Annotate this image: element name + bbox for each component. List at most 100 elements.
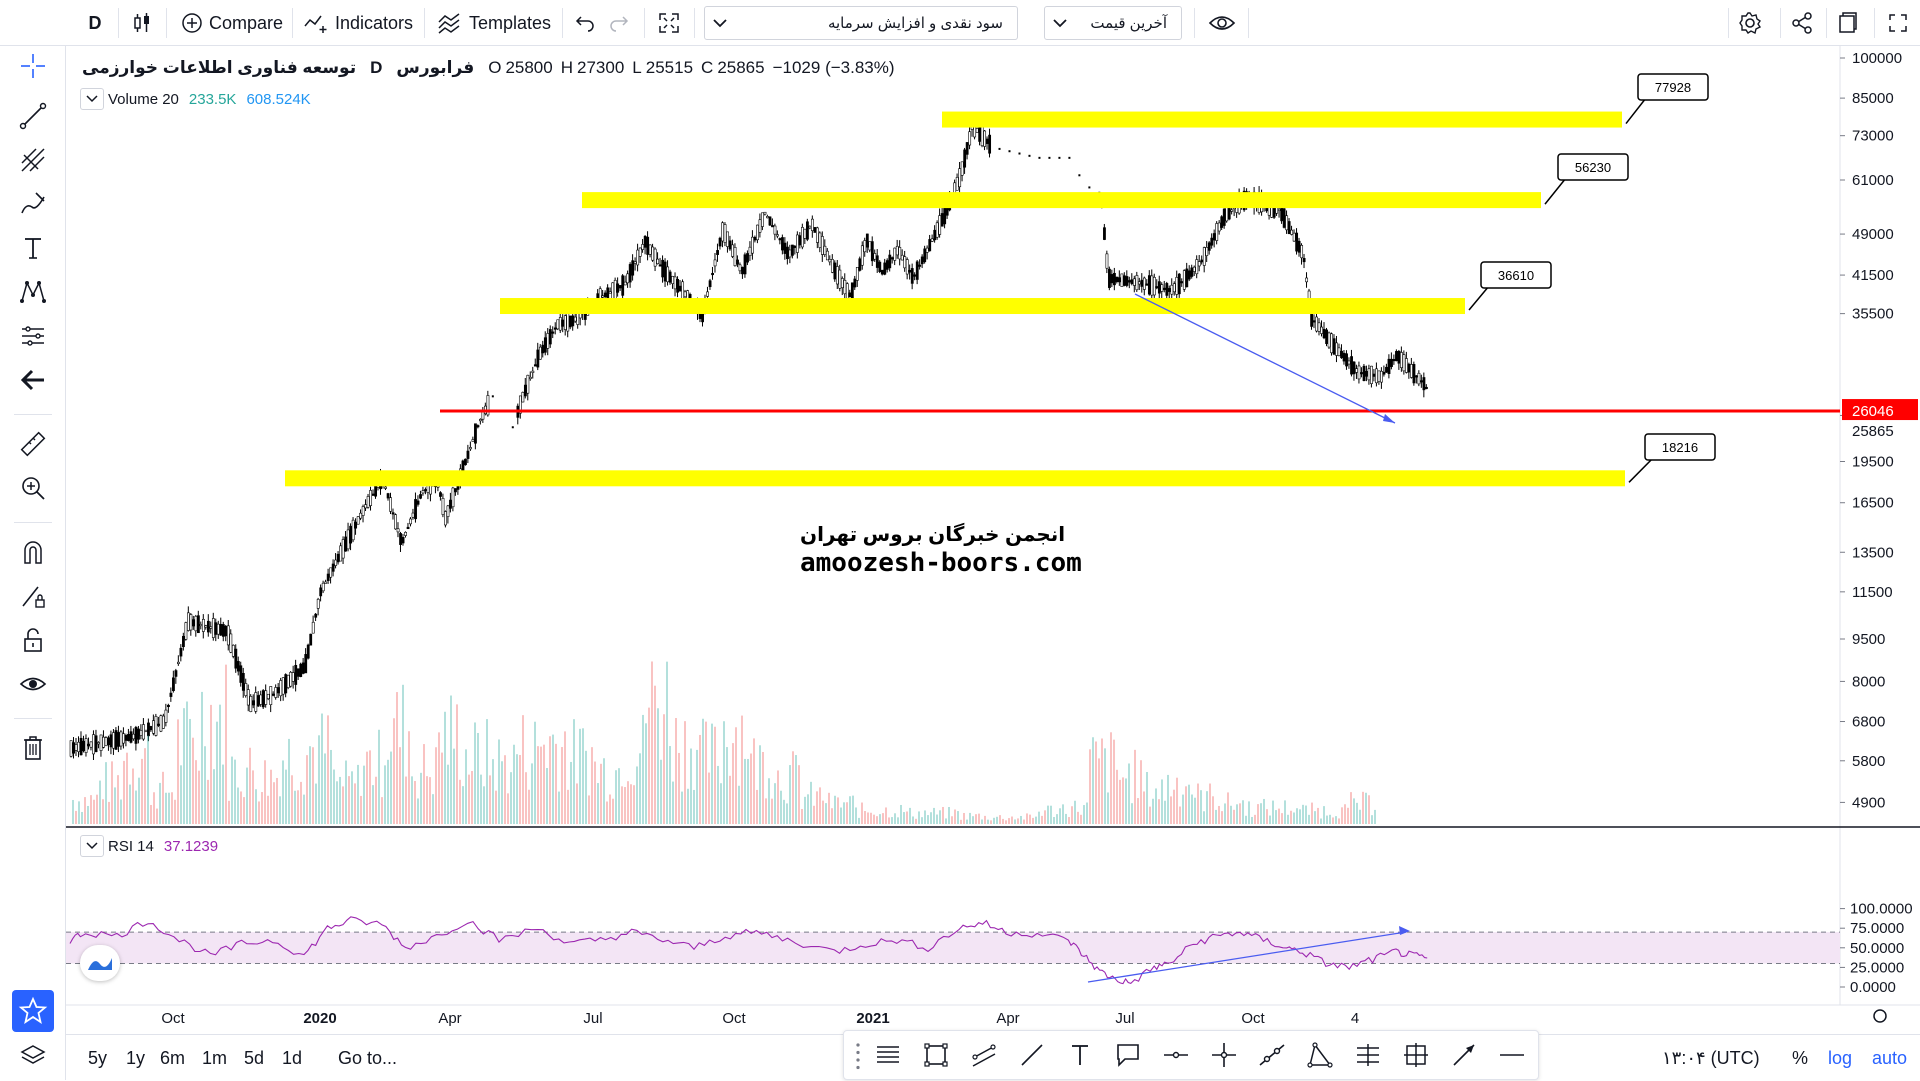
interval-button[interactable]: D [88,12,102,33]
eye-icon[interactable] [1202,0,1242,46]
redo-icon[interactable] [604,0,634,46]
parallel-channel-icon[interactable] [960,1033,1008,1077]
candle [746,253,749,263]
volume-bar [363,765,365,824]
range-1d-button[interactable]: 1d [282,1047,303,1068]
log-scale-toggle[interactable]: log [1828,1047,1853,1068]
range-1y-button[interactable]: 1y [126,1047,146,1068]
zoom-in-icon[interactable] [13,468,53,508]
candle [1410,364,1413,378]
favorites-star-icon[interactable] [12,990,54,1032]
collapse-chevron-icon[interactable] [80,835,104,857]
prediction-measure-icon[interactable] [13,316,53,356]
dividends-dropdown[interactable]: سود نقدی و افزایش سرمایه [704,6,1018,40]
axis-settings-gear-icon[interactable] [1873,1009,1887,1023]
auto-scale-toggle[interactable]: auto [1872,1047,1908,1068]
horizontal-lines-icon[interactable] [864,1033,912,1077]
range-5d-button[interactable]: 5d [244,1047,265,1068]
time-axis-label: Jul [583,1010,602,1027]
volume-bar [615,770,617,824]
volume-bar [780,790,782,824]
volume-bar [987,819,989,824]
callout-icon[interactable] [1104,1033,1152,1077]
candle [930,238,934,242]
candle [1422,377,1426,391]
candles-chart-type-icon[interactable] [126,0,158,46]
candle [1132,278,1136,286]
volume-bar [291,775,293,824]
range-1m-button[interactable]: 1m [202,1047,228,1068]
back-arrow-icon[interactable] [13,360,53,400]
candle [806,221,809,240]
toolbar-divider [14,718,52,719]
candle [828,259,832,263]
pattern-icon[interactable] [13,272,53,312]
crosshair-icon[interactable] [13,46,53,86]
range-6m-button[interactable]: 6m [160,1047,186,1068]
templates-button[interactable]: Templates [434,0,554,46]
text-tool-icon[interactable] [1056,1033,1104,1077]
eye-icon[interactable] [13,664,53,704]
volume-bar [444,711,446,824]
volume-bar [1371,815,1373,824]
indicators-button[interactable]: Indicators [300,0,416,46]
candle [526,374,530,394]
unlock-icon[interactable] [13,620,53,660]
undo-icon[interactable] [570,0,600,46]
price-source-dropdown[interactable]: آخرین قیمت [1044,6,1182,40]
volume-bar [258,801,260,824]
compare-button[interactable]: Compare [176,0,288,46]
percent-scale-toggle[interactable]: % [1792,1047,1809,1068]
trend-line-icon[interactable] [1008,1033,1056,1077]
price-dot [1048,156,1051,159]
candle [389,497,392,512]
candle [1282,208,1286,228]
pitchfork-icon[interactable] [13,140,53,180]
fullscreen-icon[interactable] [652,0,686,46]
horizontal-line-icon[interactable] [1488,1033,1536,1077]
candle [748,246,752,257]
collapse-chevron-icon[interactable] [80,88,104,110]
volume-bar [1020,815,1022,824]
cross-line-icon[interactable] [1200,1033,1248,1077]
snapshot-icon[interactable] [1828,0,1868,46]
brush-icon[interactable] [13,184,53,224]
volume-bar [876,816,878,824]
tradingview-logo-icon[interactable] [80,945,120,981]
volume-bar [123,760,125,824]
time-axis-label: Apr [996,1010,1019,1027]
candle [271,693,275,696]
horizontal-ray-icon[interactable] [1152,1033,1200,1077]
magnet-icon[interactable] [13,532,53,572]
price-axis-label: 9500 [1852,631,1885,648]
maximize-icon[interactable] [1878,0,1918,46]
rectangle-icon[interactable] [912,1033,960,1077]
ruler-icon[interactable] [13,424,53,464]
candle [349,525,353,544]
share-icon[interactable] [1782,0,1822,46]
candle [1113,272,1116,286]
layers-icon[interactable] [13,1036,53,1076]
fib-retracement-icon[interactable] [1344,1033,1392,1077]
trend-line-icon[interactable] [13,96,53,136]
range-5y-button[interactable]: 5y [88,1047,108,1068]
drag-handle-icon[interactable] [852,1033,864,1077]
gear-icon[interactable] [1730,0,1770,46]
lock-pencil-icon[interactable] [13,576,53,616]
date-price-range-icon[interactable] [1392,1033,1440,1077]
candle [306,644,310,659]
extended-line-icon[interactable] [1248,1033,1296,1077]
volume-bar [387,759,389,824]
volume-bar [1191,794,1193,824]
candle [631,260,635,276]
text-tool-icon[interactable] [13,228,53,268]
candle [216,623,220,635]
clock-timezone[interactable]: ۱۳:۰۴ (UTC) [1662,1047,1760,1068]
trash-icon[interactable] [13,728,53,768]
arrow-tool-icon[interactable] [1440,1033,1488,1077]
triangle-pattern-icon[interactable] [1296,1033,1344,1077]
goto-date-button[interactable]: Go to... [338,1047,398,1068]
volume-bar [498,739,500,824]
floating-drawing-toolbar [843,1030,1539,1080]
